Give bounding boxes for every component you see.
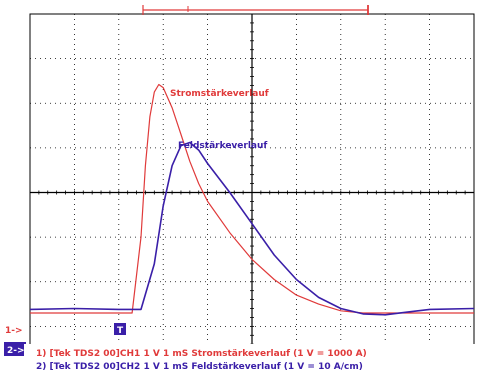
legend-line-1: 1) [Tek TDS2 00]CH1 1 V 1 mS Stromstärke… xyxy=(36,349,367,359)
channel-2-marker-label: 2-> xyxy=(7,346,25,356)
trigger-marker-label: T xyxy=(117,326,124,336)
channel-2-marker: 2-> xyxy=(4,342,26,356)
grid xyxy=(29,13,475,372)
cursor-bracket xyxy=(142,5,369,15)
series-line-field xyxy=(29,141,475,316)
legend-box xyxy=(24,344,476,374)
channel-2-marker-bg xyxy=(4,342,26,356)
series-group xyxy=(29,83,475,316)
channel-1-marker: 1-> xyxy=(5,326,23,336)
series-line-current xyxy=(30,83,474,314)
series-annotation-current: Stromstärkeverlauf xyxy=(170,89,269,99)
channel-1-marker-label: 1-> xyxy=(5,326,23,336)
legend-line-2: 2) [Tek TDS2 00]CH2 1 V 1 mS Feldstärkev… xyxy=(36,362,363,372)
series-annotation-field: Feldstärkeverlauf xyxy=(178,141,267,151)
trigger-marker: T xyxy=(114,323,126,336)
trigger-marker-bg xyxy=(114,323,126,335)
